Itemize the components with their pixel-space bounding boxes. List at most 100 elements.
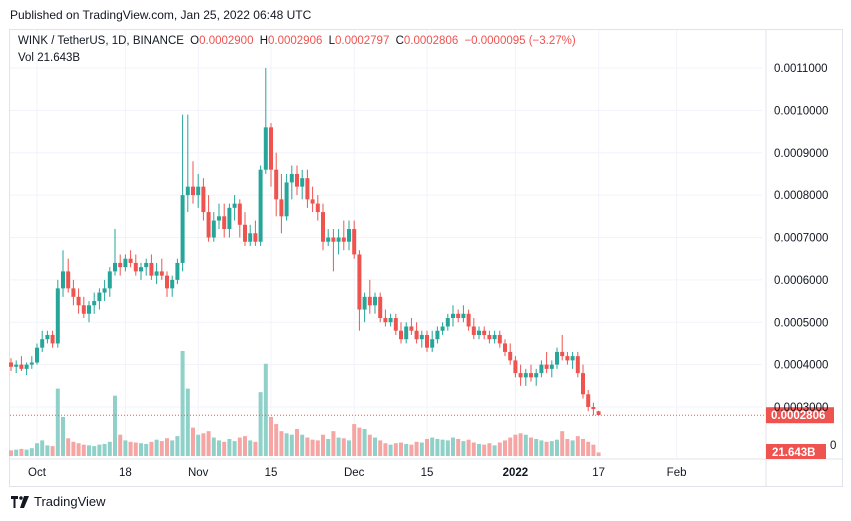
time-axis: Oct 18 Nov 15 Dec 15 2022 17 Feb <box>28 467 686 479</box>
candle <box>170 275 175 297</box>
candle-body <box>274 169 279 200</box>
candle-body <box>518 373 523 378</box>
candle <box>175 258 180 285</box>
volume-bar <box>263 363 268 456</box>
candle <box>523 368 528 386</box>
candle-body <box>29 362 34 365</box>
candle <box>118 254 123 276</box>
candle <box>367 279 372 314</box>
volume-bar <box>14 449 19 456</box>
candle-body <box>383 318 388 323</box>
time-tick-label: 2022 <box>503 467 529 479</box>
volume-bar <box>425 438 429 456</box>
candle <box>378 292 383 323</box>
candle <box>191 161 195 204</box>
volume-bar <box>435 438 440 456</box>
volume-bar <box>35 443 39 456</box>
volume-bar <box>581 438 585 456</box>
volume-bar <box>367 434 372 456</box>
volume-bar <box>596 452 601 456</box>
candle-body <box>258 169 263 242</box>
symbol-label: WINK / TetherUS, 1D, BINANCE <box>18 35 184 47</box>
volume-bar <box>336 437 341 456</box>
price-tick-label: 0.0009000 <box>774 148 828 160</box>
volume-bar <box>128 441 133 456</box>
candle-body <box>180 195 185 263</box>
volume-bar <box>430 437 435 456</box>
candle-body <box>263 127 268 170</box>
volume-bar <box>341 438 346 456</box>
volume-bar <box>87 445 91 456</box>
price-tick-label: 0.0007000 <box>774 233 828 245</box>
candle <box>581 364 585 399</box>
volume-bar <box>123 440 128 456</box>
candle <box>341 220 346 251</box>
candle-body <box>321 212 325 242</box>
volume-bar <box>180 351 185 456</box>
candle-body <box>513 360 518 374</box>
candle-body <box>378 296 383 319</box>
volume-bar <box>310 439 315 456</box>
candle-body <box>565 356 570 361</box>
candle-body <box>414 330 419 340</box>
volume-bar <box>102 443 107 456</box>
candle-body <box>45 334 50 340</box>
candle <box>19 356 24 371</box>
candle-body <box>300 178 305 187</box>
volume-bar <box>352 424 357 456</box>
price-tick-label: 0.0008000 <box>774 190 828 202</box>
candle <box>35 343 39 365</box>
candle-body <box>19 364 24 369</box>
volume-bar <box>362 429 367 456</box>
candle-body <box>570 356 575 361</box>
candle-body <box>97 292 102 302</box>
candle <box>570 351 575 369</box>
candle <box>352 220 357 259</box>
volume-bar <box>357 427 362 456</box>
candle-body <box>315 203 320 213</box>
close-label: C <box>395 35 404 47</box>
volume-bar <box>378 440 383 456</box>
last-volume-tag: 21.643B <box>772 447 815 459</box>
candle <box>237 199 242 238</box>
candle <box>76 288 81 314</box>
last-price-tag-bg <box>766 407 834 424</box>
volume-bar <box>497 442 502 456</box>
volume-bar <box>575 436 580 456</box>
high-value: 0.0002906 <box>268 35 323 47</box>
volume-bar <box>487 443 492 456</box>
candle <box>300 169 305 200</box>
volume-bar <box>243 436 247 456</box>
candle <box>55 279 60 348</box>
candle <box>560 334 565 361</box>
volume-bar <box>284 433 289 456</box>
candle-body <box>66 271 71 289</box>
candle-body <box>128 258 133 263</box>
candle <box>513 356 518 378</box>
candle-body <box>419 334 424 340</box>
candle-body <box>508 351 513 361</box>
candle-body <box>310 199 315 204</box>
candle <box>508 343 513 365</box>
candle <box>269 123 273 187</box>
candle-body <box>445 318 450 327</box>
candle-body <box>331 237 336 242</box>
candle <box>97 288 102 310</box>
volume-bar <box>315 440 320 456</box>
volume-bar <box>419 442 424 456</box>
tradingview-footer[interactable]: TradingView <box>11 494 106 509</box>
time-tick-label: Nov <box>188 467 209 479</box>
candle <box>440 322 445 335</box>
candle-body <box>451 313 455 319</box>
candle-body <box>227 207 232 230</box>
candle-body <box>206 212 211 238</box>
candle-body <box>133 262 138 272</box>
candle-body <box>217 216 221 221</box>
candle-body <box>76 296 81 306</box>
candle <box>102 279 107 302</box>
volume-bar <box>24 449 29 456</box>
volume-bar <box>19 448 24 456</box>
candle <box>50 330 55 348</box>
candle <box>258 165 263 246</box>
